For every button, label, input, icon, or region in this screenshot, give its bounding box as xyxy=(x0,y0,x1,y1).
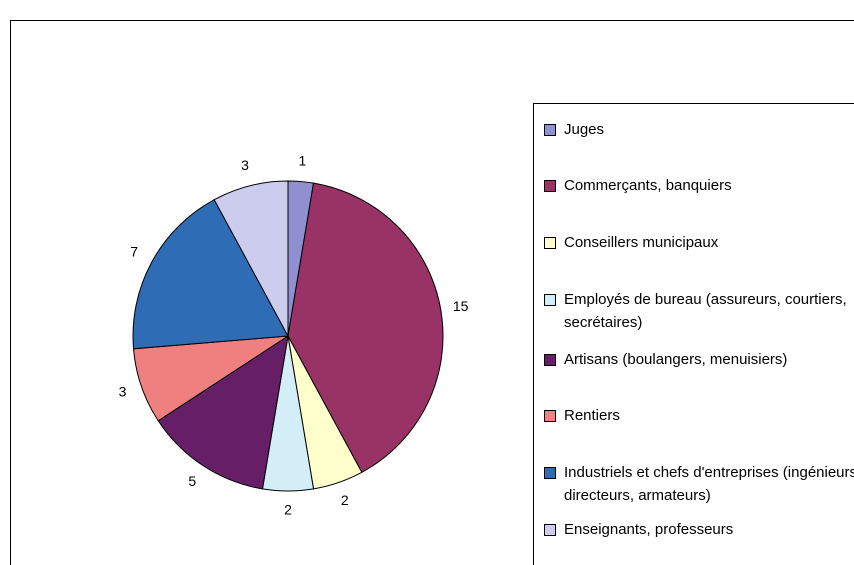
data-label: 15 xyxy=(453,298,469,314)
legend-swatch xyxy=(544,354,556,366)
legend-item: Employés de bureau (assureurs, courtiers… xyxy=(544,288,854,334)
legend-item: Juges xyxy=(544,118,854,141)
pie-slice xyxy=(213,180,289,337)
legend-label: Commerçants, banquiers xyxy=(564,177,732,194)
legend-swatch xyxy=(544,124,556,136)
data-label: 1 xyxy=(299,152,307,168)
legend-swatch xyxy=(544,180,556,192)
legend-label: Conseillers municipaux xyxy=(564,234,719,251)
data-label: 2 xyxy=(284,502,292,518)
legend-swatch xyxy=(544,524,556,536)
data-label: 5 xyxy=(188,473,196,489)
pie-slice xyxy=(132,199,289,350)
legend-label: Juges xyxy=(564,121,605,138)
pie-slice xyxy=(157,334,289,490)
data-label: 3 xyxy=(241,157,249,173)
legend-swatch xyxy=(544,467,556,479)
legend-item: Rentiers xyxy=(544,404,854,427)
legend-label: Artisans (boulangers, menuisiers) xyxy=(564,351,788,368)
legend-swatch xyxy=(544,410,556,422)
data-label: 3 xyxy=(119,384,127,400)
legend-swatch xyxy=(544,294,556,306)
legend-label: Employés de bureau (assureurs, courtiers… xyxy=(564,291,847,331)
legend-item: Artisans (boulangers, menuisiers) xyxy=(544,348,854,371)
legend-item: Conseillers municipaux xyxy=(544,231,854,254)
legend-label: Enseignants, professeurs xyxy=(564,521,734,538)
legend-item: Commerçants, banquiers xyxy=(544,174,854,197)
data-label: 2 xyxy=(341,492,349,508)
pie-slice xyxy=(287,182,444,473)
data-label: 7 xyxy=(130,243,138,259)
legend-item: Industriels et chefs d'entreprises (ingé… xyxy=(544,461,854,507)
legend-item: Enseignants, professeurs xyxy=(544,518,854,541)
legend-label: Industriels et chefs d'entreprises (ingé… xyxy=(564,464,854,504)
legend-label: Rentiers xyxy=(564,407,620,424)
legend: Juges Commerçants, banquiers Conseillers m… xyxy=(533,103,854,565)
legend-swatch xyxy=(544,237,556,249)
